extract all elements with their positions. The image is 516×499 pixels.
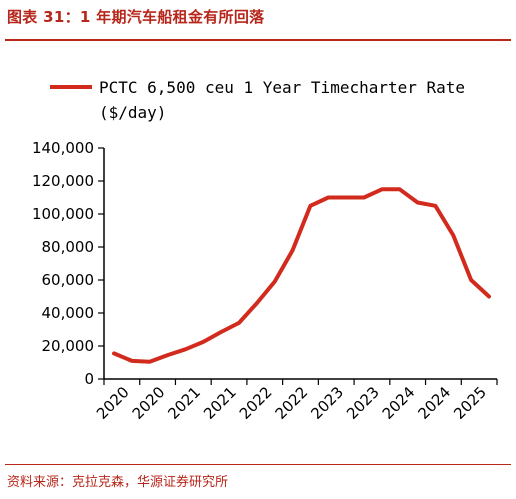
x-tick-label: 2020 bbox=[129, 383, 169, 423]
series-layer bbox=[112, 187, 491, 364]
y-tick-label: 0 bbox=[84, 370, 94, 388]
footer-divider bbox=[5, 464, 511, 465]
x-tick-label: 2022 bbox=[272, 383, 312, 423]
x-tick-label: 2020 bbox=[93, 383, 133, 423]
y-tick-label: 140,000 bbox=[32, 139, 94, 157]
y-tick-label: 20,000 bbox=[42, 337, 95, 355]
chart-title: 图表 31：1 年期汽车船租金有所回落 bbox=[7, 8, 265, 26]
axes bbox=[103, 148, 497, 380]
series-line bbox=[112, 187, 491, 364]
y-tick-label: 120,000 bbox=[32, 172, 94, 190]
x-tick-label: 2024 bbox=[379, 383, 419, 423]
source-note: 资料来源：克拉克森，华源证券研究所 bbox=[7, 475, 229, 490]
y-axis-ticks: 0 20,000 40,000 60,000 80,000 100,000 120,000 1… bbox=[32, 139, 104, 388]
y-tick-label: 60,000 bbox=[42, 271, 95, 289]
legend: PCTC 6,500 ceu 1 Year Timecharter Rate (… bbox=[50, 78, 465, 122]
x-tick-label: 2023 bbox=[307, 383, 347, 423]
x-tick-label: 2025 bbox=[450, 383, 490, 423]
x-tick-label: 2024 bbox=[415, 383, 455, 423]
y-tick-label: 40,000 bbox=[42, 304, 95, 322]
legend-label-line2: ($/day) bbox=[99, 103, 166, 122]
legend-label-line1: PCTC 6,500 ceu 1 Year Timecharter Rate bbox=[99, 78, 465, 97]
x-tick-label: 2023 bbox=[343, 383, 383, 423]
y-tick-label: 100,000 bbox=[32, 205, 94, 223]
line-chart: PCTC 6,500 ceu 1 Year Timecharter Rate (… bbox=[32, 78, 498, 423]
x-tick-label: 2021 bbox=[164, 383, 204, 423]
y-tick-label: 80,000 bbox=[42, 238, 95, 256]
x-tick-label: 2022 bbox=[236, 383, 276, 423]
title-divider bbox=[5, 39, 511, 41]
x-tick-label: 2021 bbox=[200, 383, 240, 423]
x-axis-ticks: 2020202020212021202220222023202320242024… bbox=[93, 379, 498, 423]
